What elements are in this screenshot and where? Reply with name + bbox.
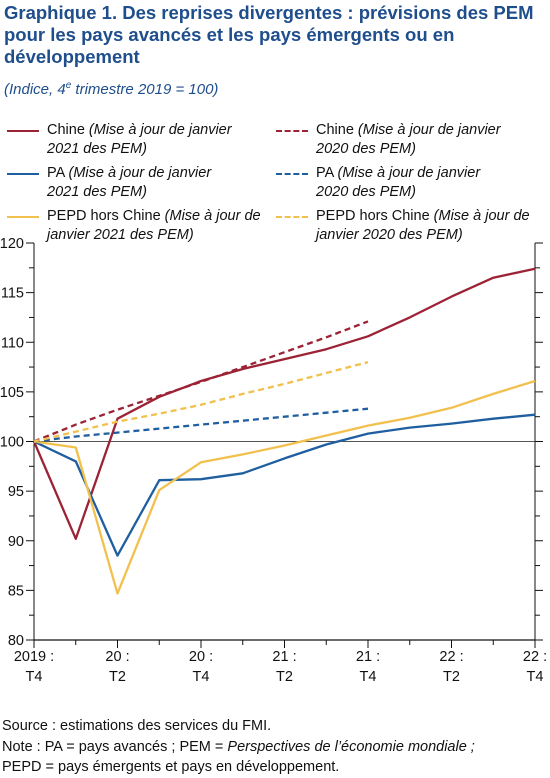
x-tick-label: T4	[527, 669, 544, 685]
x-tick-label: T4	[360, 669, 377, 685]
x-tick-label: 20 :	[105, 649, 129, 665]
line-chart: 80 85 90 95 100 105 110 115 120 2019 : T4 20 : T2 20 …	[0, 236, 547, 685]
legend-note: (Mise à jour de janvier 2020 des PEM)	[316, 165, 481, 200]
y-tick-label: 100	[0, 435, 24, 451]
series-line-chine21	[32, 267, 536, 540]
legend-note: (Mise à jour de janvier 2021 des PEM)	[47, 165, 212, 200]
y-tick-label: 80	[8, 633, 24, 649]
source-line: Source : estimations des services du FMI…	[2, 718, 272, 734]
note-line: Note : PA = pays avancés ; PEM = Perspec…	[2, 738, 475, 755]
x-tick-label: 20 :	[189, 649, 213, 665]
note-line-2: PEPD = pays émergents et pays en dévelop…	[2, 759, 340, 775]
y-tick-label: 120	[0, 236, 24, 252]
legend-swatch	[7, 173, 39, 175]
y-tick-label: 110	[1, 335, 24, 351]
legend-swatch	[276, 216, 308, 218]
series-line-chine20	[33, 320, 369, 443]
legend-swatch	[7, 130, 39, 132]
x-tick-label: 22 :	[439, 649, 463, 665]
x-tick-label: T2	[109, 669, 126, 685]
x-tick-label: 22 :	[523, 649, 547, 665]
y-tick-label: 105	[0, 385, 24, 401]
x-tick-label: T4	[193, 669, 210, 685]
legend-swatch	[276, 130, 308, 132]
legend-note: (Mise à jour de janvier 2020 des PEM)	[316, 122, 501, 157]
legend-name: PA	[47, 165, 69, 181]
x-tick-label: T4	[26, 669, 43, 685]
legend-name: Chine	[47, 122, 89, 138]
series-line-pepd21	[33, 379, 536, 595]
y-tick-label: 90	[8, 534, 24, 550]
x-tick-label: 21 :	[272, 649, 296, 665]
legend-note: (Mise à jour de janvier 2021 des PEM)	[47, 208, 261, 243]
legend-note: (Mise à jour de janvier 2020 des PEM)	[316, 208, 530, 243]
series-line-pepd20	[33, 360, 369, 443]
y-tick-label: 85	[8, 583, 24, 599]
series-line-pa21	[33, 413, 536, 557]
y-tick-label: 115	[1, 286, 24, 302]
x-tick-label: 2019 :	[14, 649, 54, 665]
y-tick-label: 95	[8, 484, 24, 500]
chart-title: Graphique 1. Des reprises divergentes : …	[4, 2, 534, 67]
chart-subtitle: (Indice, 4e trimestre 2019 = 100)	[4, 80, 219, 98]
legend-name: PEPD hors Chine	[316, 208, 434, 224]
x-tick-label: T2	[276, 669, 293, 685]
x-tick-label: T2	[443, 669, 460, 685]
legend-swatch	[276, 173, 308, 175]
legend-swatch	[7, 216, 39, 218]
legend-name: PEPD hors Chine	[47, 208, 165, 224]
legend-name: PA	[316, 165, 338, 181]
legend-name: Chine	[316, 122, 358, 138]
source-note: Source : estimations des services du FMI…	[2, 716, 548, 778]
x-tick-label: 21 :	[356, 649, 380, 665]
legend-note: (Mise à jour de janvier 2021 des PEM)	[47, 122, 232, 157]
